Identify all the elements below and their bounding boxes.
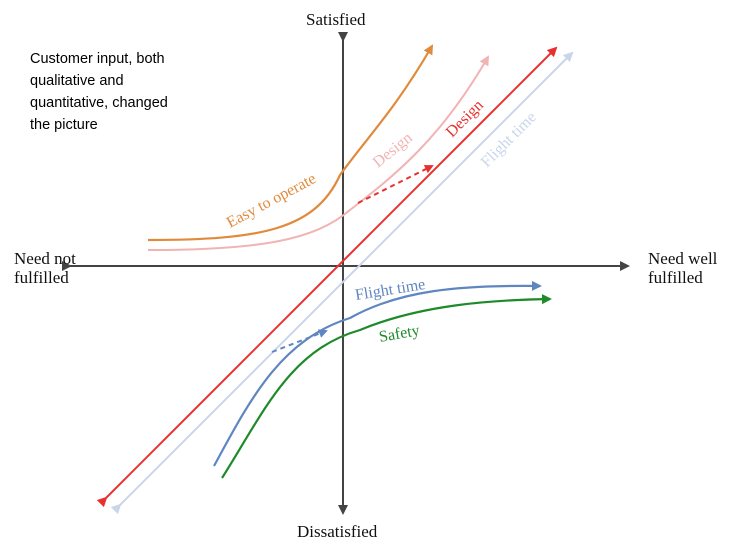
note-line-1: Customer input, both [30,51,165,67]
note-line-2: qualitative and [30,73,124,89]
design-label: Design [443,97,487,141]
design-shift-arrow [357,165,434,204]
axis-label-left-line2: fulfilled [14,268,69,287]
design-faded-curve [147,55,490,251]
safety-label: Safety [378,322,421,346]
axis-label-satisfied: Satisfied [306,10,366,29]
easy-to-operate-label: Easy to operate [224,170,319,231]
safety-curve [221,294,552,479]
axis-label-left-line1: Need not [14,249,76,268]
note-line-3: quantitative, changed [30,95,168,111]
axis-label-right-line2: fulfilled [648,268,703,287]
flight-time-shift-arrow [271,329,328,353]
design-line [96,46,558,508]
axis-label-need-not-fulfilled: Need not fulfilled [14,249,76,287]
note-line-4: the picture [30,117,98,133]
easy-to-operate-curve [147,44,434,242]
customer-input-note: Customer input, both qualitative and qua… [30,48,250,136]
design-faded-label: Design [370,129,416,171]
flight-time-curve [213,280,542,467]
axis-label-need-well-fulfilled: Need well fulfilled [648,249,717,287]
axis-label-right-line1: Need well [648,249,718,268]
axis-label-dissatisfied: Dissatisfied [297,522,378,541]
